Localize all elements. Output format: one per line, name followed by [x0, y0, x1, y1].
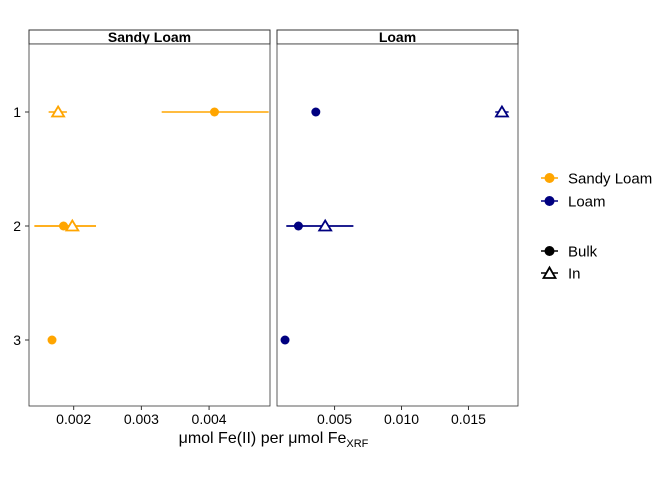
- x-ticks-sandy-loam: 0.002 0.003 0.004: [56, 406, 227, 427]
- point-loam-2-bulk: [293, 221, 303, 231]
- x-ticks-loam: 0.005 0.010 0.015: [317, 406, 486, 427]
- point-sandy-loam-3-bulk: [47, 335, 57, 345]
- point-sandy-loam-1-in: [50, 104, 66, 118]
- legend-item-in: In: [541, 266, 581, 283]
- legend-key-triangle-in: [541, 265, 558, 279]
- x-tick-label-loam: 0.015: [451, 411, 486, 427]
- point-sandy-loam-2-in: [64, 218, 80, 232]
- strip-label-sandy-loam: Sandy Loam: [108, 29, 191, 45]
- x-axis-title-subscript: XRF: [346, 438, 368, 450]
- y-tick-label: 3: [13, 332, 21, 348]
- x-tick-label-sandy-loam: 0.004: [192, 411, 227, 427]
- y-tick-label: 1: [13, 104, 21, 120]
- legend-label-bulk: Bulk: [568, 244, 598, 261]
- legend-label-sandy-loam: Sandy Loam: [568, 171, 652, 188]
- legend-key-dot-loam: [544, 196, 555, 206]
- legend-key-dot-sandy-loam: [544, 173, 555, 183]
- strip-label-loam: Loam: [379, 29, 416, 45]
- point-loam-2-in: [317, 218, 333, 232]
- point-sandy-loam-1-bulk: [209, 107, 219, 117]
- point-loam-1-bulk: [311, 107, 321, 117]
- y-axis: 1 2 3: [13, 104, 29, 348]
- legend-item-bulk: Bulk: [541, 244, 598, 261]
- legend-item-loam: Loam: [541, 194, 606, 211]
- x-tick-label-sandy-loam: 0.002: [56, 411, 91, 427]
- marks-loam: [280, 104, 510, 345]
- y-tick-label: 2: [13, 218, 21, 234]
- x-tick-label-loam: 0.010: [384, 411, 419, 427]
- x-axis-title: μmol Fe(II) per μmol FeXRF: [179, 430, 369, 450]
- point-loam-1-in: [494, 104, 510, 118]
- legend-label-loam: Loam: [568, 194, 606, 211]
- point-loam-3-bulk: [280, 335, 290, 345]
- legend-item-sandy-loam: Sandy Loam: [541, 171, 652, 188]
- legend-label-in: In: [568, 266, 581, 283]
- legend-key-dot-bulk: [544, 246, 555, 256]
- panel-sandy-loam: Sandy Loam 0.002 0.003 0.004: [28, 29, 271, 427]
- panel-loam: Loam 0.005 0.010 0.015: [276, 29, 519, 427]
- point-sandy-loam-2-bulk: [59, 221, 69, 231]
- marks-sandy-loam: [34, 104, 269, 345]
- x-axis-title-main: μmol Fe(II) per μmol Fe: [179, 430, 347, 447]
- plot-area-loam: [276, 43, 519, 407]
- legend: Sandy Loam Loam Bulk In: [541, 171, 652, 283]
- x-tick-label-sandy-loam: 0.003: [124, 411, 159, 427]
- x-tick-label-loam: 0.005: [317, 411, 352, 427]
